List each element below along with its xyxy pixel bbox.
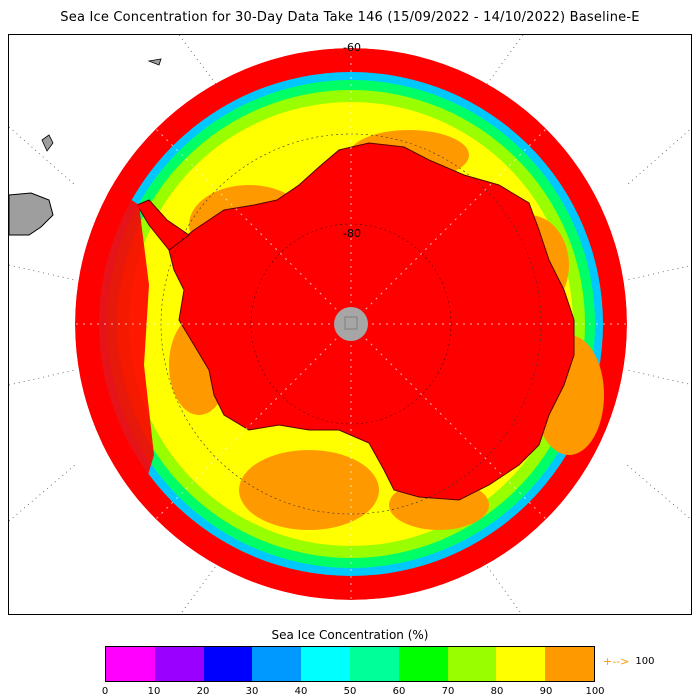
legend-swatch <box>496 647 546 681</box>
legend-tick-label: 20 <box>196 686 210 697</box>
legend-tick-label: 60 <box>392 686 406 697</box>
legend-swatch <box>203 647 253 681</box>
page-title: Sea Ice Concentration for 30-Day Data Ta… <box>60 10 640 25</box>
legend-tick-label: 10 <box>147 686 161 697</box>
legend-swatch <box>545 647 594 681</box>
latitude-label-60: -60 <box>343 41 361 54</box>
legend-tick-label: 50 <box>343 686 357 697</box>
overflow-label: 100 <box>635 656 655 667</box>
latitude-label-80: -80 <box>343 227 361 240</box>
legend-swatch <box>349 647 399 681</box>
legend-tick-label: 30 <box>245 686 259 697</box>
legend-swatch <box>106 647 155 681</box>
legend-ticks: 0 10 20 30 40 50 60 70 80 90 100 <box>0 686 700 700</box>
legend-swatch <box>252 647 302 681</box>
legend-swatch <box>154 647 204 681</box>
overflow-legend: +--> 100 <box>603 655 654 668</box>
legend-tick-label: 40 <box>294 686 308 697</box>
sea-ice-map: -60 -80 <box>9 35 691 614</box>
legend-tick-label: 80 <box>490 686 504 697</box>
overflow-arrow-icon: +--> <box>603 655 630 668</box>
legend-tick-label: 100 <box>585 686 605 697</box>
color-legend-bar <box>105 646 595 682</box>
legend-swatch <box>301 647 350 681</box>
pole-mask <box>334 307 368 341</box>
legend-tick-label: 90 <box>539 686 553 697</box>
island-land <box>147 58 162 66</box>
legend-tick-label: 0 <box>101 686 109 697</box>
map-panel: -60 -80 <box>8 34 692 615</box>
south-america-land <box>9 192 54 236</box>
legend-tick-label: 70 <box>441 686 455 697</box>
legend-title: Sea Ice Concentration (%) <box>271 628 429 642</box>
legend-swatch <box>398 647 448 681</box>
island-land <box>41 134 54 152</box>
legend-swatch <box>447 647 497 681</box>
